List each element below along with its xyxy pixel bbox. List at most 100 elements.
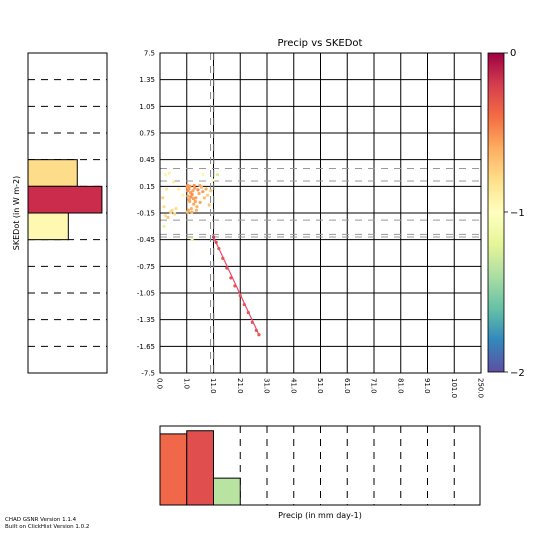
scatter-point[interactable]	[190, 238, 194, 242]
x-tick-label: 51.0	[316, 378, 324, 394]
scatter-point[interactable]	[177, 187, 181, 191]
scatter-point[interactable]	[191, 197, 196, 201]
scatter-point[interactable]	[211, 235, 216, 239]
x-tick-label: 0.0	[156, 378, 164, 389]
scatter-point[interactable]	[170, 208, 174, 212]
x-tick-label: 41.0	[289, 378, 297, 394]
x-tick-label: 61.0	[343, 378, 351, 394]
scatter-point[interactable]	[174, 206, 178, 211]
scatter-point[interactable]	[193, 199, 197, 204]
scatter-point[interactable]	[242, 302, 246, 307]
bottom-histogram-frame	[159, 425, 481, 506]
scatter-point[interactable]	[229, 276, 233, 280]
main-x-tick-labels: 0.0 1.0 11.0 21.0 31.0 41.0 51.0 61.0 71.0 81.0 91…	[156, 378, 485, 398]
colorbar-gradient[interactable]	[487, 52, 505, 373]
scatter-point[interactable]	[190, 210, 194, 214]
x-tick-label: 71.0	[370, 378, 378, 394]
left-histogram-frame	[27, 52, 108, 374]
scatter-point[interactable]	[215, 173, 220, 177]
scatter-point[interactable]	[250, 320, 254, 324]
left-histogram-bar[interactable]	[27, 185, 103, 214]
y-tick-label: -0.75	[137, 263, 155, 271]
scatter-point[interactable]	[209, 189, 213, 193]
scatter-point[interactable]	[206, 193, 210, 197]
bottom-histogram-xlabel: Precip (in mm day-1)	[278, 511, 362, 520]
scatter-point[interactable]	[189, 206, 193, 211]
scatter-point[interactable]	[181, 193, 185, 197]
left-histogram: SKEDot (in W m-2)	[12, 52, 108, 374]
scatter-point[interactable]	[207, 203, 211, 207]
scatter-point[interactable]	[254, 328, 258, 332]
y-tick-label: 7.5	[144, 50, 155, 58]
x-tick-label: 91.0	[423, 378, 431, 394]
left-histogram-bar[interactable]	[27, 212, 69, 241]
scatter-point[interactable]	[185, 210, 189, 214]
x-tick-label: 250.0	[477, 378, 485, 398]
scatter-point[interactable]	[194, 196, 198, 200]
scatter-point[interactable]	[162, 205, 166, 209]
main-dashed-lines	[160, 53, 481, 373]
scatter-point[interactable]	[192, 202, 196, 206]
scatter-point[interactable]	[189, 195, 193, 199]
colorbar-tick-label-2: −2	[510, 368, 525, 379]
colorbar-tick-label-1: −1	[510, 208, 525, 219]
scatter-point[interactable]	[217, 246, 221, 251]
bottom-histogram-bar[interactable]	[159, 433, 188, 506]
scatter-point[interactable]	[198, 200, 202, 204]
scatter-point[interactable]	[246, 310, 250, 315]
scatter-point[interactable]	[173, 212, 177, 216]
scatter-point[interactable]	[225, 266, 229, 270]
scatter-point[interactable]	[204, 187, 208, 191]
footer-version: CHAD GSNR Version 1.1.4	[5, 517, 77, 523]
y-tick-label: -0.15	[137, 210, 155, 218]
scatter-point[interactable]	[238, 294, 242, 298]
chart-title: Precip vs SKEDot	[278, 38, 363, 49]
scatter-point[interactable]	[186, 183, 190, 188]
scatter-point[interactable]	[162, 224, 166, 228]
scatter-point[interactable]	[192, 183, 196, 188]
scatter-point[interactable]	[187, 187, 191, 191]
bottom-histogram-bar[interactable]	[213, 477, 241, 506]
scatter-point[interactable]	[167, 171, 171, 175]
x-tick-label: 11.0	[209, 378, 217, 394]
main-scatter-points	[161, 171, 261, 337]
scatter-point[interactable]	[165, 187, 169, 191]
x-tick-label: 1.0	[182, 378, 190, 389]
scatter-point[interactable]	[187, 198, 191, 202]
scatter-point[interactable]	[171, 180, 175, 184]
scatter-point[interactable]	[196, 188, 200, 192]
scatter-point[interactable]	[191, 189, 195, 193]
scatter-point[interactable]	[163, 214, 167, 218]
footer-built-on: Built on ClickHist Version 1.0.2	[5, 524, 89, 530]
scatter-point[interactable]	[202, 196, 207, 200]
y-tick-label: -1.05	[137, 290, 155, 298]
scatter-point[interactable]	[190, 192, 194, 196]
scatter-point[interactable]	[193, 186, 197, 190]
scatter-point[interactable]	[214, 240, 218, 244]
y-tick-label: 1.05	[139, 103, 155, 111]
left-histogram-bars	[27, 159, 103, 241]
scatter-point[interactable]	[197, 191, 201, 196]
scatter-point[interactable]	[198, 183, 202, 188]
scatter-point[interactable]	[194, 208, 198, 212]
colorbar-tick-label-0: 0	[510, 48, 516, 59]
scatter-point[interactable]	[195, 205, 199, 209]
scatter-point[interactable]	[186, 194, 190, 198]
scatter-point[interactable]	[201, 190, 205, 194]
x-tick-label: 31.0	[263, 378, 271, 394]
scatter-point[interactable]	[211, 178, 215, 182]
y-tick-label: -7.5	[141, 370, 155, 378]
scatter-point[interactable]	[161, 196, 165, 200]
bottom-histogram-bar[interactable]	[186, 430, 214, 506]
scatter-point[interactable]	[257, 333, 261, 337]
scatter-point[interactable]	[201, 173, 205, 177]
left-histogram-bar[interactable]	[27, 159, 78, 187]
bottom-histogram-dashed-lines	[239, 426, 455, 505]
scatter-point[interactable]	[233, 284, 237, 288]
scatter-point[interactable]	[163, 173, 167, 177]
x-tick-label: 81.0	[396, 378, 404, 394]
scatter-point[interactable]	[166, 215, 170, 220]
y-tick-label: 0.45	[139, 156, 155, 164]
scatter-point[interactable]	[221, 256, 225, 260]
